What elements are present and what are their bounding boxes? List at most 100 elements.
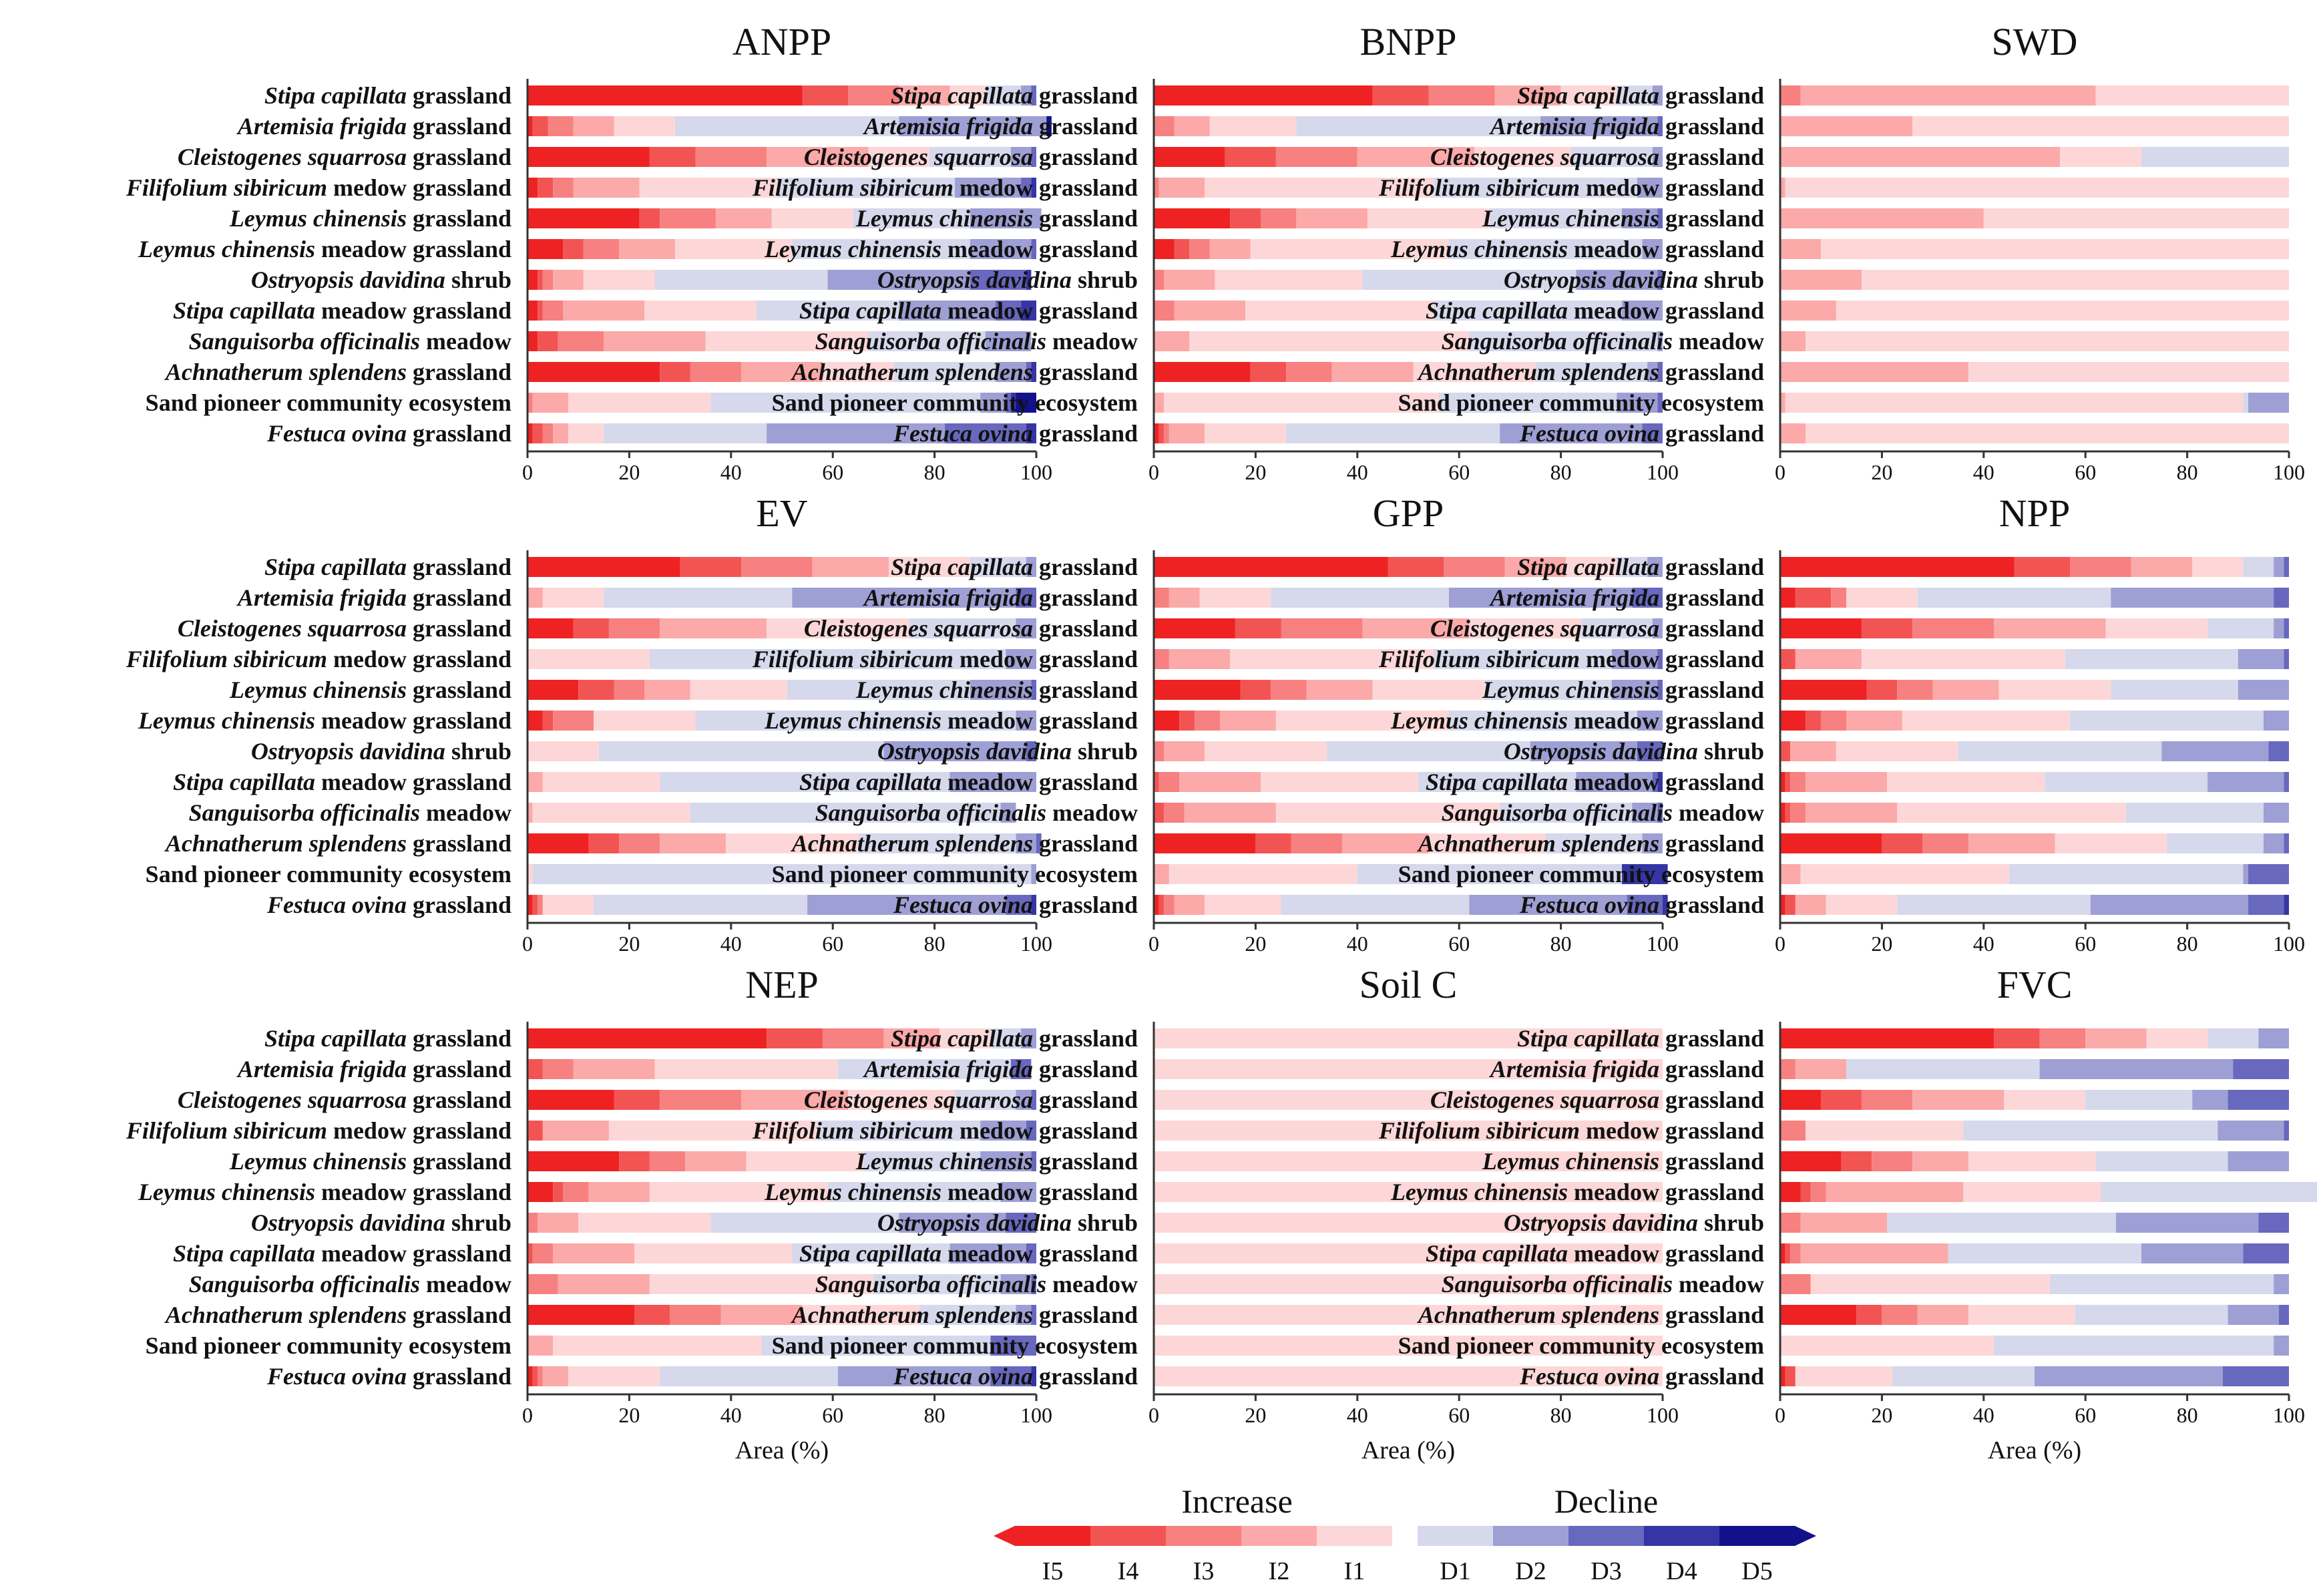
bar-segment-I2 bbox=[1362, 618, 1470, 638]
x-tick-label: 60 bbox=[2075, 460, 2096, 484]
bar-segment-I5 bbox=[528, 270, 538, 290]
category-label-type: Sand pioneer community ecosystem bbox=[772, 389, 1138, 416]
category-label: Ostryopsis davidina shrub bbox=[251, 738, 511, 765]
bar-segment-I5 bbox=[528, 423, 533, 443]
bar-segment-D2 bbox=[1448, 588, 1633, 608]
category-label-taxon: Stipa capillata bbox=[264, 1025, 407, 1052]
bar-segment-D1 bbox=[660, 772, 950, 792]
panel-gpp: GPP 0 20 40 60 80 100 Stipa capillata grassland… bbox=[752, 491, 1679, 956]
bar-segment-I4 bbox=[563, 239, 584, 259]
bar-segment-D4 bbox=[1026, 423, 1036, 443]
category-label-taxon: Stipa capillata bbox=[1426, 769, 1568, 795]
bar-segment-I1 bbox=[1154, 1121, 1663, 1141]
bar-segment-D1 bbox=[649, 649, 1006, 669]
category-label-type: meadow grassland bbox=[1568, 236, 1764, 262]
bar-segment-I2 bbox=[1331, 362, 1414, 382]
bar-segment-I2 bbox=[573, 178, 640, 198]
bar-segment-I2 bbox=[644, 680, 690, 700]
category-label-taxon: Cleistogenes squarrosa bbox=[178, 144, 407, 170]
bar-segment-I2 bbox=[1357, 147, 1475, 167]
bar-segment-I3 bbox=[1882, 1305, 1918, 1325]
bar-segment-D1 bbox=[919, 1305, 1016, 1325]
bar-segment-D3 bbox=[1637, 741, 1663, 761]
bar-segment-I4 bbox=[1861, 618, 1913, 638]
legend-arrow-left bbox=[994, 1526, 1015, 1546]
bar-segment-D1 bbox=[817, 1121, 981, 1141]
bar-segment-I3 bbox=[1194, 711, 1221, 731]
bar-segment-D1 bbox=[1958, 741, 2162, 761]
bar-segment-I2 bbox=[1179, 772, 1261, 792]
category-label-taxon: Festuca ovina bbox=[893, 891, 1033, 918]
bar-segment-I2 bbox=[1780, 393, 1785, 413]
x-tick-label: 100 bbox=[2273, 932, 2305, 956]
category-label: Leymus chinensis grassland bbox=[855, 205, 1138, 232]
bar-segment-I2 bbox=[1154, 331, 1190, 351]
category-label-taxon: Festuca ovina bbox=[266, 1363, 407, 1390]
bar-segment-D2 bbox=[767, 423, 945, 443]
bar-segment-D3 bbox=[2258, 1213, 2289, 1233]
bar-segment-D4 bbox=[1663, 895, 1668, 915]
bar-segment-D1 bbox=[604, 423, 767, 443]
category-label: Leymus chinensis meadow grassland bbox=[138, 707, 511, 734]
bar-segment-I2 bbox=[1917, 1305, 1968, 1325]
bar-segment-I1 bbox=[1806, 1121, 1964, 1141]
bar-segment-I2 bbox=[1174, 116, 1210, 136]
bar-segment-I2 bbox=[573, 116, 614, 136]
bar-segment-I3 bbox=[1281, 618, 1363, 638]
bar-segment-D1 bbox=[1434, 649, 1612, 669]
bar-segment-I2 bbox=[553, 1243, 635, 1263]
bar-segment-I1 bbox=[1154, 1028, 1663, 1048]
category-label-type: shrub bbox=[445, 738, 511, 765]
bar-segment-I3 bbox=[1790, 772, 1806, 792]
category-label: Cleistogenes squarrosa grassland bbox=[1430, 615, 1764, 642]
category-label-type: meadow grassland bbox=[941, 769, 1138, 795]
bar-segment-I2 bbox=[1826, 1182, 1964, 1202]
bar-segment-I4 bbox=[573, 618, 609, 638]
bar-segment-I2 bbox=[1174, 301, 1246, 321]
category-label-type: medow grassland bbox=[954, 646, 1138, 672]
bar-segment-D2 bbox=[1016, 711, 1036, 731]
bar-segment-I3 bbox=[848, 85, 899, 106]
bar-segment-I2 bbox=[528, 588, 543, 608]
category-label-taxon: Leymus chinensis bbox=[1390, 236, 1568, 262]
bar-segment-D2 bbox=[2263, 803, 2289, 823]
category-label-taxon: Artemisia frigida bbox=[863, 1056, 1033, 1082]
category-label: Artemisia frigida grassland bbox=[863, 113, 1138, 140]
category-label: Artemisia frigida grassland bbox=[236, 1056, 511, 1082]
bar-segment-I2 bbox=[1780, 331, 1806, 351]
category-label: Ostryopsis davidina shrub bbox=[1504, 1209, 1764, 1236]
bar-segment-I5 bbox=[1154, 618, 1235, 638]
category-label: Achnatherum splendens grassland bbox=[1417, 359, 1764, 385]
bar-segment-D1 bbox=[1327, 741, 1530, 761]
category-label-taxon: Artemisia frigida bbox=[863, 584, 1033, 611]
bar-segment-D2 bbox=[1026, 557, 1036, 577]
category-label-type: shrub bbox=[1072, 266, 1138, 293]
bar-segment-D2 bbox=[2218, 1121, 2284, 1141]
category-label-taxon: Ostryopsis davidina bbox=[1504, 266, 1698, 293]
bar-segment-I3 bbox=[1189, 239, 1210, 259]
bar-segment-I2 bbox=[1158, 178, 1205, 198]
category-label-type: grassland bbox=[1033, 359, 1138, 385]
category-label-type: shrub bbox=[1698, 738, 1764, 765]
category-label-type: grassland bbox=[407, 1056, 511, 1082]
bar-segment-I5 bbox=[1780, 772, 1785, 792]
bar-segment-I1 bbox=[568, 423, 604, 443]
category-label-type: grassland bbox=[1659, 82, 1764, 109]
category-label-taxon: Leymus chinensis bbox=[1482, 676, 1659, 703]
bar-segment-D3 bbox=[1031, 1151, 1036, 1171]
bar-segment-D2 bbox=[2161, 741, 2269, 761]
x-tick-label: 100 bbox=[1647, 932, 1679, 956]
x-tick-label: 80 bbox=[2177, 932, 2198, 956]
bar-segment-I1 bbox=[1199, 588, 1271, 608]
category-label-type: grassland bbox=[1033, 554, 1138, 580]
category-label-taxon: Artemisia frigida bbox=[1489, 584, 1659, 611]
category-label: Leymus chinensis grassland bbox=[855, 676, 1138, 703]
category-label-taxon: Cleistogenes squarrosa bbox=[178, 615, 407, 642]
bar-segment-I1 bbox=[1154, 1090, 1663, 1110]
bar-segment-I5 bbox=[528, 239, 564, 259]
category-label-taxon: Artemisia frigida bbox=[236, 1056, 407, 1082]
category-label-type: meadow bbox=[1046, 328, 1138, 355]
category-label-type: grassland bbox=[1659, 1363, 1764, 1390]
bar-segment-D1 bbox=[2075, 1305, 2228, 1325]
